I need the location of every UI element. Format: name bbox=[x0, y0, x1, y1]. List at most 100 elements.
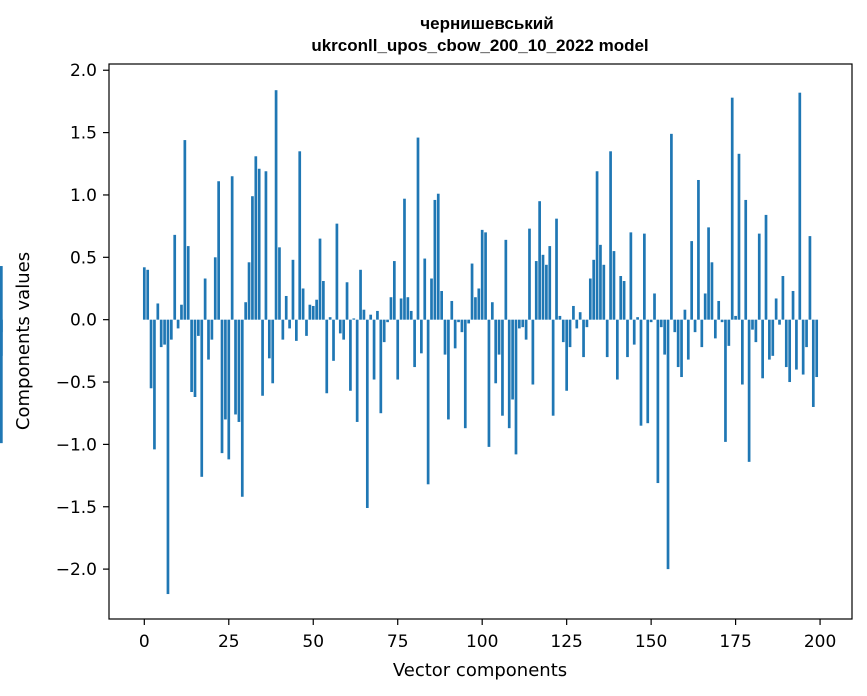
bar bbox=[774, 298, 778, 320]
bar bbox=[578, 312, 582, 320]
bar bbox=[626, 319, 629, 358]
bar bbox=[791, 290, 795, 320]
bar bbox=[514, 319, 518, 455]
bar bbox=[463, 319, 467, 429]
bar bbox=[632, 319, 636, 345]
bar bbox=[595, 171, 599, 320]
bar bbox=[396, 319, 400, 380]
bar bbox=[298, 151, 302, 320]
bar bbox=[332, 319, 335, 361]
bar bbox=[751, 319, 754, 330]
bars-group bbox=[0, 90, 819, 595]
y-tick-label: −1.5 bbox=[56, 498, 97, 518]
bar bbox=[278, 247, 281, 320]
bar bbox=[659, 319, 663, 328]
bar bbox=[734, 315, 737, 320]
bar bbox=[227, 319, 231, 460]
y-tick-label: 2.0 bbox=[70, 61, 97, 81]
bar bbox=[653, 293, 656, 320]
bar bbox=[528, 228, 531, 320]
bar bbox=[730, 97, 734, 320]
bar bbox=[352, 318, 356, 320]
x-tick-label: 125 bbox=[550, 632, 582, 652]
chart-subtitle: ukrconll_upos_cbow_200_10_2022 model bbox=[311, 36, 648, 55]
bar bbox=[629, 232, 633, 320]
bar bbox=[443, 319, 447, 355]
chart-title: чернишевський bbox=[420, 14, 553, 33]
bar bbox=[460, 319, 464, 333]
bar bbox=[271, 319, 275, 384]
bar bbox=[197, 319, 200, 336]
bar bbox=[322, 281, 325, 320]
bar bbox=[207, 319, 210, 360]
bar bbox=[811, 319, 815, 407]
bar bbox=[636, 317, 639, 320]
bar bbox=[784, 319, 788, 368]
bar bbox=[169, 319, 173, 340]
x-tick-label: 75 bbox=[387, 632, 409, 652]
bar bbox=[477, 288, 481, 320]
bar bbox=[545, 264, 548, 320]
bar bbox=[159, 319, 163, 348]
bar bbox=[349, 319, 352, 391]
bar bbox=[180, 304, 183, 320]
bar bbox=[213, 257, 217, 320]
bar bbox=[220, 319, 224, 454]
bar bbox=[186, 246, 190, 320]
bar bbox=[254, 156, 258, 320]
bar bbox=[146, 269, 150, 320]
x-tick-label: 175 bbox=[719, 632, 751, 652]
bar bbox=[403, 198, 406, 320]
bar bbox=[693, 319, 697, 333]
bar bbox=[409, 310, 413, 320]
bar bbox=[0, 266, 3, 320]
bar bbox=[467, 319, 471, 324]
bar bbox=[450, 300, 454, 320]
bar bbox=[288, 319, 291, 329]
bar bbox=[683, 309, 687, 320]
bar bbox=[501, 319, 504, 416]
bar bbox=[727, 319, 731, 346]
bar bbox=[494, 319, 498, 384]
bar bbox=[325, 319, 329, 394]
bar bbox=[511, 319, 514, 400]
bar bbox=[541, 254, 545, 320]
bar bbox=[720, 319, 724, 323]
bar bbox=[565, 319, 569, 391]
bar bbox=[717, 300, 721, 320]
bar bbox=[376, 310, 379, 320]
bar bbox=[365, 319, 369, 508]
x-tick-label: 150 bbox=[635, 632, 667, 652]
bar bbox=[555, 218, 558, 320]
bar bbox=[338, 319, 342, 334]
bar bbox=[0, 319, 3, 444]
bar bbox=[399, 298, 403, 320]
bar bbox=[382, 319, 386, 343]
bar bbox=[639, 319, 643, 426]
bar bbox=[507, 319, 511, 429]
bar bbox=[163, 319, 166, 345]
bar bbox=[0, 319, 3, 356]
bar bbox=[345, 282, 349, 320]
bar bbox=[176, 319, 180, 329]
bar bbox=[666, 319, 670, 570]
bar bbox=[531, 319, 535, 385]
bar bbox=[815, 319, 819, 378]
bar bbox=[771, 319, 775, 356]
bar bbox=[798, 92, 802, 320]
y-tick-label: 1.5 bbox=[70, 124, 97, 144]
bar bbox=[328, 317, 332, 320]
x-axis-label: Vector components bbox=[393, 660, 567, 681]
bar bbox=[247, 262, 251, 320]
bar bbox=[548, 246, 552, 320]
x-tick-label: 0 bbox=[139, 632, 150, 652]
bar bbox=[673, 319, 677, 333]
bar bbox=[747, 319, 751, 462]
bar bbox=[518, 319, 521, 329]
bar bbox=[744, 199, 748, 320]
bar bbox=[166, 319, 170, 595]
bar bbox=[413, 319, 416, 368]
bar bbox=[534, 261, 538, 320]
bar bbox=[318, 238, 322, 320]
bar bbox=[592, 259, 596, 320]
